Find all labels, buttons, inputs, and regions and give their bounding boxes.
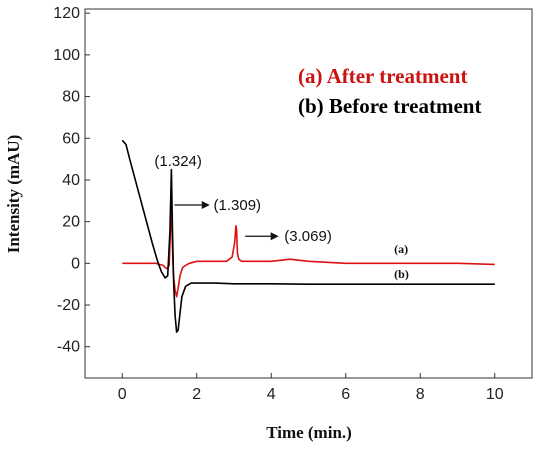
y-tick-label: 80 [62,89,80,106]
series-line-b [121,139,495,333]
x-tick-label: 0 [118,386,127,403]
y-tick-label: 120 [53,5,80,22]
legend-entry-b: (b) Before treatment [298,94,481,118]
series-label-a: (a) [394,242,408,256]
annotation-label: (1.309) [214,197,262,214]
annotation-arrowhead [201,200,210,209]
annotation-label: (1.324) [154,153,202,170]
series-label-b: (b) [394,267,409,281]
y-tick-label: 60 [62,130,80,147]
x-tick-label: 8 [416,386,425,403]
x-tick-label: 10 [486,386,504,403]
y-tick-label: -20 [57,297,80,314]
annotation-arrowhead [270,232,279,241]
x-tick-label: 2 [192,386,201,403]
x-tick-label: 4 [267,386,276,403]
y-axis-title: Intensity (mAU) [4,135,23,254]
y-tick-label: -40 [57,339,80,356]
series-layer: (a) (b) [121,139,495,333]
y-tick-label: 100 [53,47,80,64]
series-line-a [122,189,495,298]
x-axis-title: Time (min.) [266,423,352,442]
annotation-label: (3.069) [284,228,332,245]
legend-entry-a: (a) After treatment [298,64,467,88]
y-axis: -40 -20 0 20 40 60 80 100 120 [53,5,90,356]
annotation-layer: (1.324) (1.309) (3.069) [154,153,331,245]
x-axis: 0 2 4 6 8 10 [118,373,504,403]
y-tick-label: 0 [71,255,80,272]
plot-frame [84,8,533,379]
y-tick-label: 40 [62,172,80,189]
x-tick-label: 6 [341,386,350,403]
y-tick-label: 20 [62,214,80,231]
